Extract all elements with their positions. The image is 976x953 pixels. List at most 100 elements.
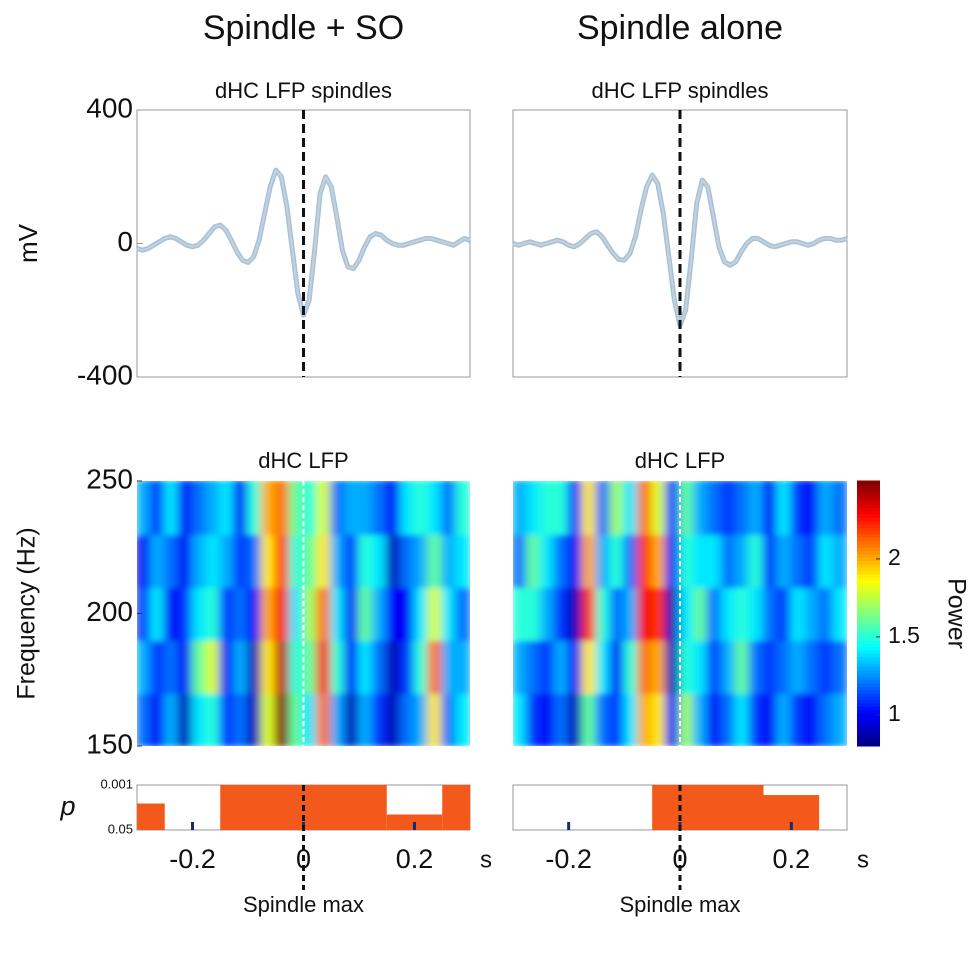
heatmap-cell [288, 481, 305, 535]
heatmap-cell [692, 481, 709, 535]
heatmap-cell [191, 481, 208, 535]
heatmap-cell [776, 692, 793, 746]
heatmap [137, 481, 470, 746]
y-tick-label: 250 [86, 463, 133, 494]
heatmap-cell [399, 481, 416, 535]
heatmap-cell [288, 533, 305, 588]
heatmap-cell [567, 639, 584, 694]
colorbar-step [857, 629, 880, 634]
heatmap-cell [358, 639, 374, 694]
heatmap-cell [330, 639, 347, 694]
heatmap-cell [399, 692, 416, 746]
y-tick-label: 0.05 [108, 821, 133, 836]
heatmap-cell [748, 481, 765, 535]
colorbar-step [857, 709, 880, 714]
heatmap-cell [191, 586, 208, 641]
colorbar-step [857, 543, 880, 548]
heatmap-cell [177, 586, 194, 641]
heatmap-cell [553, 692, 570, 746]
heatmap-cell [790, 533, 807, 588]
colorbar-step [857, 705, 880, 711]
panel-title: dHC LFP [258, 448, 348, 473]
heatmap-cell [316, 692, 333, 746]
heatmap-cell [748, 586, 765, 641]
heatmap-cell [205, 533, 222, 588]
colorbar-step [857, 569, 880, 575]
heatmap-cell [149, 639, 166, 694]
colorbar-step [857, 536, 880, 542]
colorbar-step [857, 728, 880, 734]
colorbar-step [857, 507, 880, 512]
heatmap-cell [302, 639, 319, 694]
heatmap-cell [804, 586, 821, 641]
heatmap-cells [137, 481, 470, 746]
heatmap-cell [288, 639, 305, 694]
panel-title: dHC LFP [635, 448, 725, 473]
heatmap-cell [413, 639, 430, 694]
colorbar-step [857, 497, 880, 502]
heatmap-cell [316, 639, 333, 694]
heatmap-cell [553, 639, 570, 694]
heatmap-cell [832, 586, 847, 641]
heatmap-cell [539, 481, 556, 535]
x-tick-label: -0.2 [545, 844, 592, 874]
heatmap-cell [748, 533, 765, 588]
colorbar-step [857, 735, 880, 740]
colorbar-step [857, 573, 880, 578]
y-tick-label: 150 [86, 728, 133, 759]
heatmap-cell [274, 481, 291, 535]
colorbar-step [857, 510, 880, 515]
heatmap-cell [832, 481, 847, 535]
colorbar-step [857, 579, 880, 585]
heatmap-cell [818, 481, 835, 535]
heatmap-cell [330, 533, 347, 588]
heatmap-cell [832, 533, 847, 588]
heatmap-cell [692, 533, 709, 588]
heatmap-cell [413, 692, 430, 746]
y-axis-label: mV [13, 223, 43, 263]
heatmap-cell [679, 533, 695, 588]
colorbar-step [857, 656, 880, 661]
heatmap-cell [233, 481, 249, 535]
heatmap-cell [427, 639, 444, 694]
colorbar-step [857, 530, 880, 535]
colorbar-step [857, 576, 880, 581]
colorbar-step [857, 603, 880, 608]
heatmap-cell [191, 639, 208, 694]
heatmap-cell [553, 481, 570, 535]
heatmap-cell [762, 533, 779, 588]
colorbar-step [857, 566, 880, 571]
heatmap-cell [513, 692, 528, 746]
heatmap-cell [623, 586, 640, 641]
heatmap-cell [665, 533, 681, 588]
heatmap-cell [288, 586, 305, 641]
annotation: Spindle max [619, 892, 740, 917]
panel-title: dHC LFP spindles [215, 78, 392, 103]
heatmap-cell [191, 692, 208, 746]
heatmap-cell [302, 586, 319, 641]
heatmap-cell [623, 481, 640, 535]
colorbar-step [857, 609, 880, 614]
x-tick-label: 0.2 [396, 844, 434, 874]
colorbar-step [857, 672, 880, 677]
colorbar-step [857, 622, 880, 628]
heatmap-cell [818, 692, 835, 746]
heatmap-cell [539, 639, 556, 694]
heatmap-cell [513, 533, 528, 588]
heatmap-cell [441, 692, 458, 746]
heatmap-cell [595, 586, 612, 641]
heatmap-cells [513, 481, 847, 746]
heatmap-cell [441, 533, 458, 588]
colorbar-tick-label: 2 [888, 544, 901, 570]
colorbar-step [857, 715, 880, 720]
column-title: Spindle alone [577, 9, 783, 47]
heatmap-cell [567, 481, 584, 535]
heatmap-cell [247, 481, 263, 535]
heatmap-cell [790, 481, 807, 535]
heatmap-cell [441, 639, 458, 694]
heatmap-cell [679, 481, 695, 535]
heatmap-cell [748, 639, 765, 694]
colorbar-step [857, 560, 880, 565]
heatmap-cell [149, 481, 166, 535]
heatmap-cell [137, 481, 152, 535]
